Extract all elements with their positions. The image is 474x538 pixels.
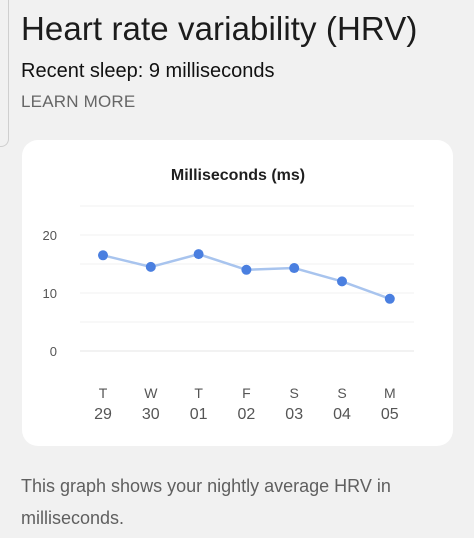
y-tick-label: 20 (43, 228, 57, 243)
x-tick-date: 04 (333, 406, 351, 423)
x-tick-date: 29 (94, 406, 112, 423)
x-tick-date: 30 (142, 406, 160, 423)
data-point[interactable] (337, 276, 347, 287)
recent-sleep-value: Recent sleep: 9 milliseconds (21, 60, 275, 82)
x-tick-day: W (144, 385, 158, 401)
x-tick-date: 02 (238, 406, 256, 423)
data-point[interactable] (193, 249, 204, 260)
graph-description: This graph shows your nightly average HR… (21, 476, 391, 528)
data-point[interactable] (289, 263, 300, 274)
data-point[interactable] (384, 293, 395, 304)
data-point[interactable] (98, 250, 108, 261)
hrv-chart-card: Milliseconds (ms) 0 10 20 T 29 W 30 T 01 F 02 S 03 S… (22, 140, 453, 446)
hrv-line-chart: Milliseconds (ms) 0 10 20 T 29 W 30 T 01 F 02 S 03 S… (43, 167, 414, 423)
x-tick-day: F (242, 385, 251, 401)
x-tick-day: T (99, 385, 108, 401)
data-point[interactable] (241, 264, 252, 275)
x-tick-day: S (337, 385, 346, 401)
x-tick-day: S (290, 385, 299, 401)
y-tick-label: 0 (50, 344, 57, 359)
x-tick-date: 05 (381, 406, 399, 423)
page-title: Heart rate variability (HRV) (21, 10, 418, 47)
x-tick-day: T (194, 385, 203, 401)
x-tick-date: 01 (190, 406, 208, 423)
chart-title: Milliseconds (ms) (171, 167, 305, 184)
learn-more-link[interactable]: LEARN MORE (21, 92, 136, 111)
data-point[interactable] (145, 261, 156, 272)
scroll-edge (0, 0, 9, 147)
x-tick-date: 03 (285, 406, 303, 423)
hrv-series-line (102, 252, 391, 300)
x-tick-day: M (384, 385, 396, 401)
y-tick-label: 10 (43, 286, 57, 301)
